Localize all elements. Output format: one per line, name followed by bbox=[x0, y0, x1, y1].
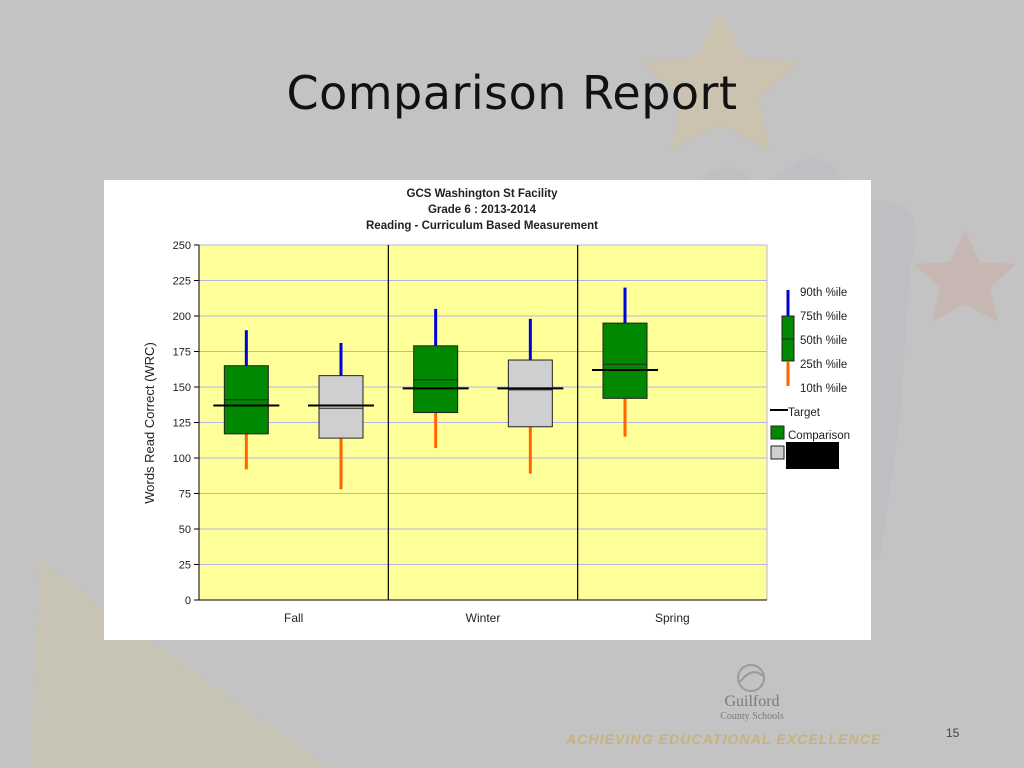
iqr-box bbox=[318, 375, 364, 439]
legend-label: 10th %ile bbox=[800, 383, 847, 395]
chart-title-line-2: Grade 6 : 2013-2014 bbox=[428, 204, 537, 216]
y-tick-label: 0 bbox=[185, 595, 191, 607]
legend-label: 25th %ile bbox=[800, 359, 847, 371]
logo-swoosh-icon bbox=[739, 671, 764, 683]
y-tick-label: 75 bbox=[179, 489, 191, 501]
x-category-label: Winter bbox=[466, 611, 501, 625]
chart-title-line-1: GCS Washington St Facility bbox=[407, 188, 559, 200]
logo-subname: County Schools bbox=[720, 711, 784, 722]
box-plot-item bbox=[402, 308, 469, 449]
chart-panel: GCS Washington St Facility Grade 6 : 201… bbox=[104, 180, 871, 640]
chart-title: GCS Washington St Facility Grade 6 : 201… bbox=[366, 188, 598, 232]
legend-group-swatch bbox=[770, 445, 785, 460]
y-tick-label: 100 bbox=[173, 453, 191, 465]
y-tick-label: 150 bbox=[173, 382, 191, 394]
legend-redaction-block bbox=[786, 442, 839, 469]
y-tick-label: 250 bbox=[173, 240, 191, 252]
legend-comparison-swatch bbox=[770, 425, 785, 440]
iqr-box bbox=[602, 322, 648, 399]
box-plot-item bbox=[213, 330, 280, 470]
y-tick-label: 125 bbox=[173, 418, 191, 430]
box-plot-item bbox=[497, 318, 564, 474]
y-axis-title: Words Read Correct (WRC) bbox=[142, 342, 157, 504]
footer-tagline: ACHIEVING EDUCATIONAL EXCELLENCE bbox=[566, 731, 882, 747]
y-tick-label: 225 bbox=[173, 276, 191, 288]
logo-globe-icon bbox=[737, 664, 765, 692]
slide-title: Comparison Report bbox=[286, 66, 738, 120]
iqr-box bbox=[507, 359, 553, 428]
legend-label: 90th %ile bbox=[800, 287, 847, 299]
chart-title-line-3: Reading - Curriculum Based Measurement bbox=[366, 220, 598, 232]
x-category-label: Fall bbox=[284, 611, 303, 625]
box-plot-item bbox=[592, 287, 658, 437]
iqr-box bbox=[413, 345, 459, 414]
legend-label: Target bbox=[788, 407, 821, 419]
school-logo bbox=[737, 664, 765, 692]
y-tick-label: 50 bbox=[179, 524, 191, 536]
logo-name: Guilford bbox=[724, 693, 780, 710]
page-number: 15 bbox=[946, 726, 960, 740]
y-tick-label: 175 bbox=[173, 347, 191, 359]
box-plot-item bbox=[308, 342, 374, 490]
legend-label: 50th %ile bbox=[800, 335, 847, 347]
y-tick-label: 200 bbox=[173, 311, 191, 323]
legend-label: 75th %ile bbox=[800, 311, 847, 323]
background-star-shape bbox=[642, 10, 798, 150]
background-star-shape-2 bbox=[914, 230, 1016, 322]
x-category-label: Spring bbox=[655, 611, 690, 625]
y-tick-label: 25 bbox=[179, 560, 191, 572]
legend-label: Comparison bbox=[788, 430, 850, 442]
box-plot-chart: GCS Washington St Facility Grade 6 : 201… bbox=[142, 188, 850, 625]
